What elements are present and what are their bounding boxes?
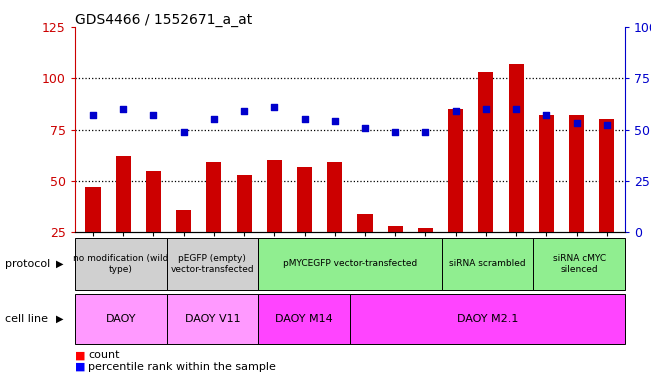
Point [480,106,491,112]
Point [390,129,400,135]
Bar [508,64,523,284]
Bar [600,119,615,284]
Text: percentile rank within the sample: percentile rank within the sample [88,362,276,372]
Bar [85,187,100,284]
Bar [327,162,342,284]
Bar [258,238,441,290]
Text: no modification (wild
type): no modification (wild type) [73,254,169,274]
Bar [441,238,533,290]
Text: protocol: protocol [5,259,51,269]
Text: siRNA cMYC
silenced: siRNA cMYC silenced [553,254,605,274]
Text: count: count [88,350,119,360]
Point [360,124,370,131]
Point [421,129,431,135]
Bar [167,294,258,344]
Bar [418,228,433,284]
Bar [388,226,403,284]
Bar [569,115,584,284]
Bar [448,109,464,284]
Point [209,116,219,122]
Point [88,112,98,118]
Bar [539,115,554,284]
Text: ■: ■ [75,350,85,360]
Text: DAOY M14: DAOY M14 [275,314,333,324]
Point [269,104,279,110]
Text: ■: ■ [75,362,85,372]
Point [178,129,189,135]
Bar [75,238,167,290]
Point [148,112,159,118]
Text: ▶: ▶ [56,259,64,269]
Bar [167,238,258,290]
Bar [297,167,312,284]
Point [541,112,551,118]
Text: DAOY M2.1: DAOY M2.1 [457,314,518,324]
Text: GDS4466 / 1552671_a_at: GDS4466 / 1552671_a_at [75,13,252,27]
Point [572,120,582,126]
Point [602,122,612,129]
Bar [478,72,493,284]
Bar [206,162,221,284]
Text: siRNA scrambled: siRNA scrambled [449,260,526,268]
Text: DAOY: DAOY [105,314,136,324]
Bar [116,156,131,284]
Point [511,106,521,112]
Text: pMYCEGFP vector-transfected: pMYCEGFP vector-transfected [283,260,417,268]
Bar [533,238,625,290]
Text: DAOY V11: DAOY V11 [185,314,240,324]
Text: pEGFP (empty)
vector-transfected: pEGFP (empty) vector-transfected [171,254,254,274]
Bar [146,170,161,284]
Point [239,108,249,114]
Bar [258,294,350,344]
Point [450,108,461,114]
Bar [75,294,167,344]
Text: ▶: ▶ [56,314,64,324]
Bar [357,214,372,284]
Text: cell line: cell line [5,314,48,324]
Point [329,118,340,124]
Bar [176,210,191,284]
Point [299,116,310,122]
Point [118,106,128,112]
Bar [267,161,282,284]
Bar [350,294,625,344]
Bar [236,175,252,284]
